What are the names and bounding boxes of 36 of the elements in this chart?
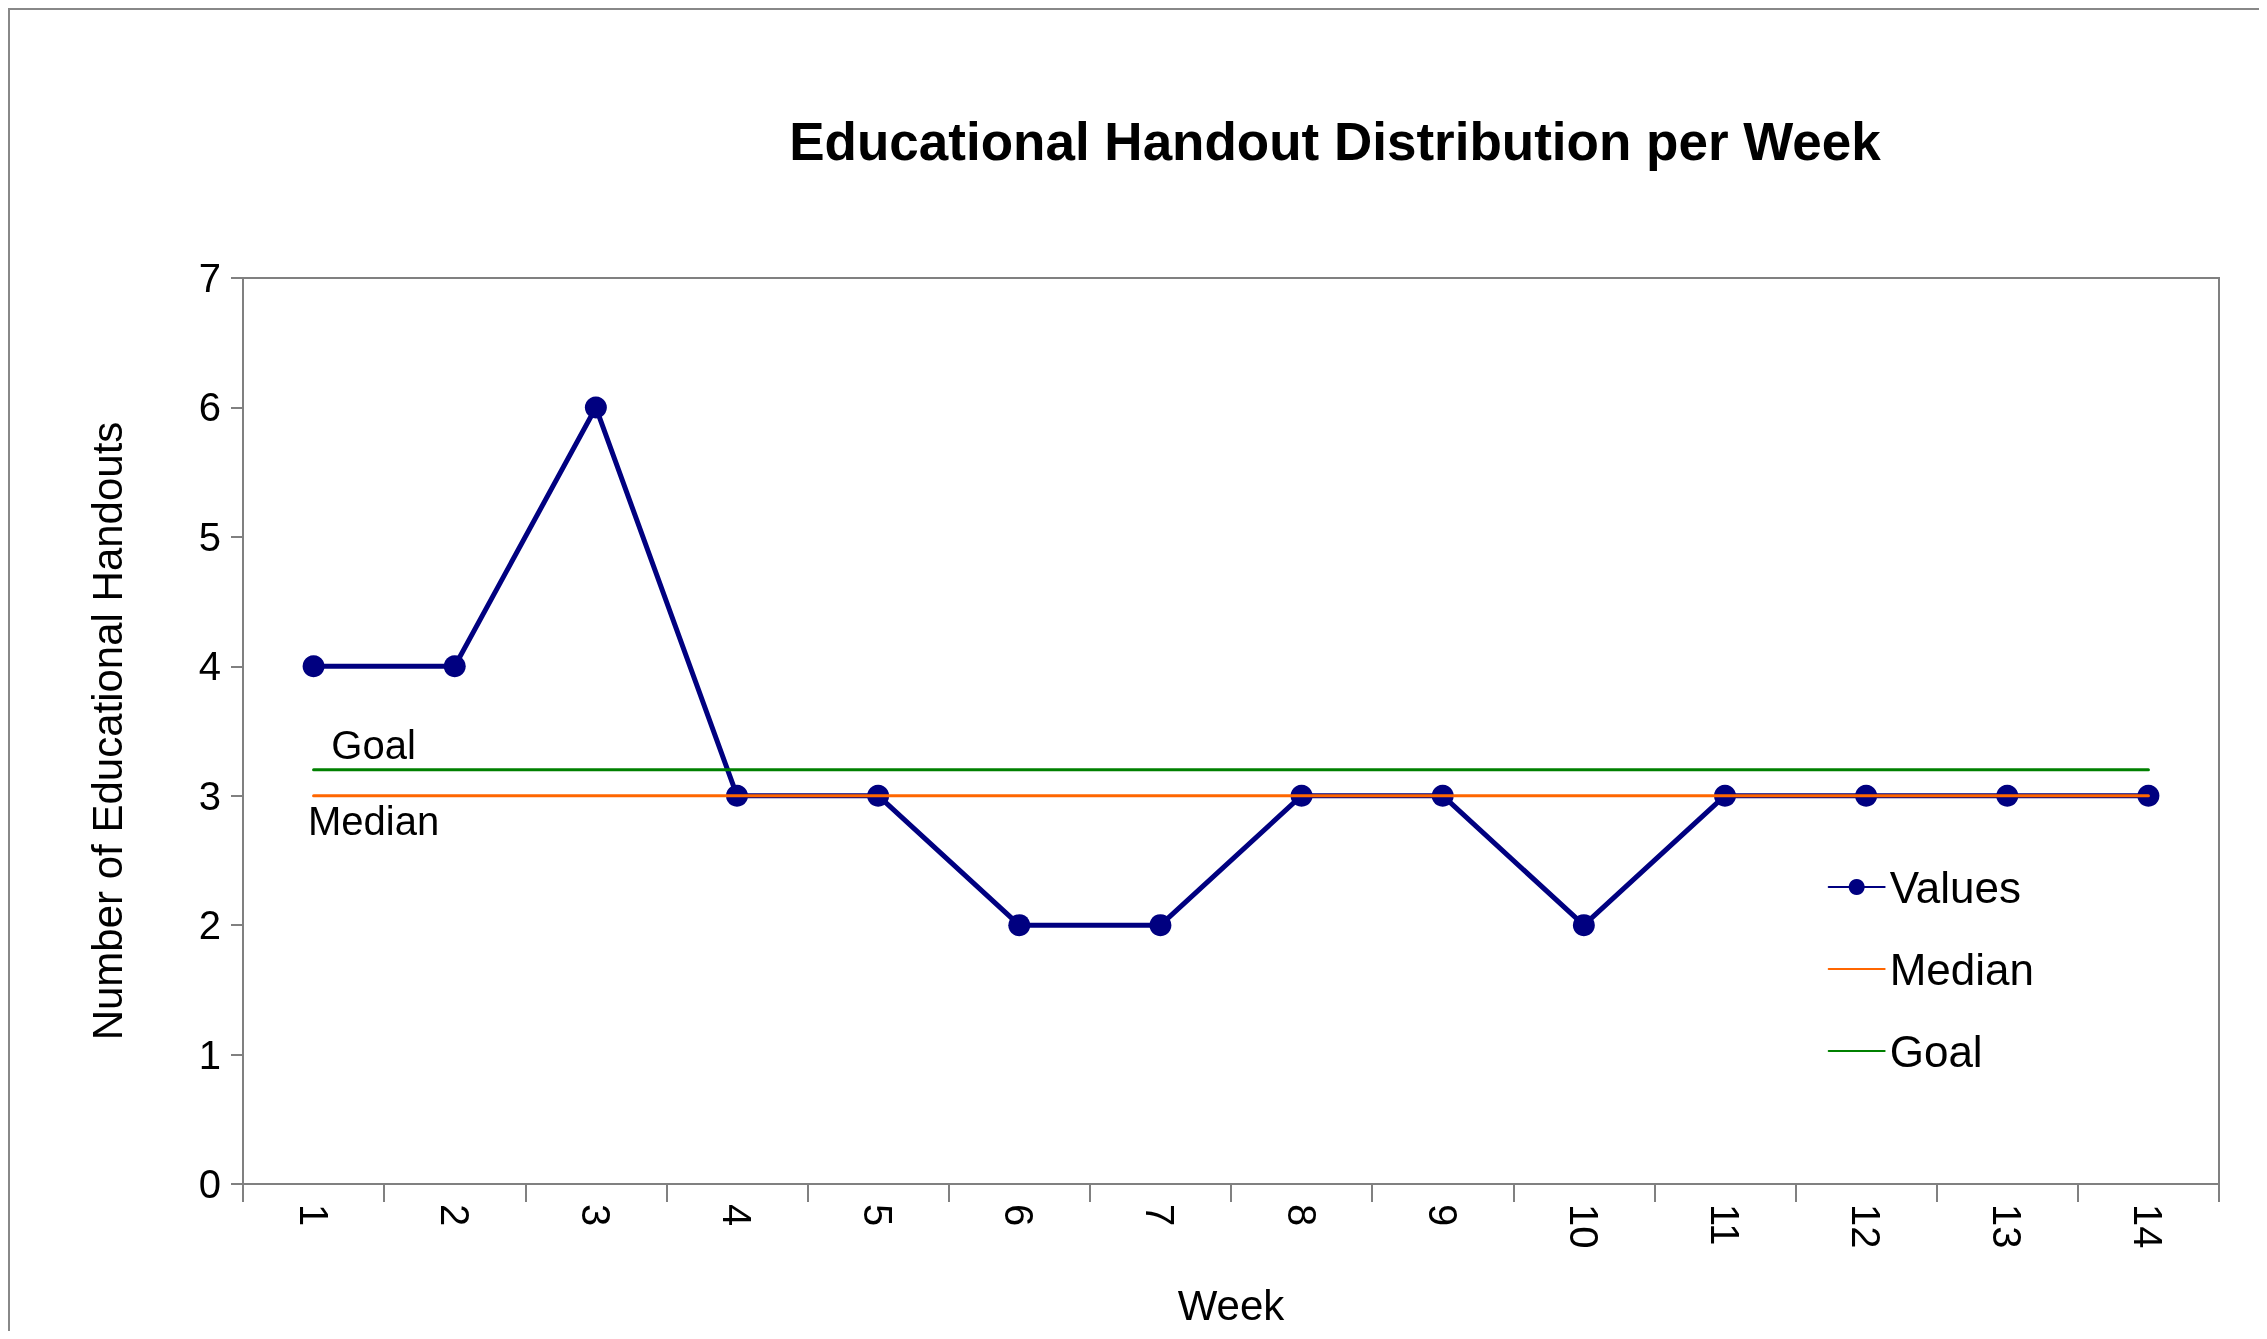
legend-label: Values (1889, 862, 2021, 912)
x-tick-label: 5 (856, 1204, 901, 1227)
point (1572, 914, 1595, 937)
x-tick-label: 4 (715, 1204, 759, 1227)
x-tick-label: 9 (1420, 1204, 1465, 1227)
y-axis-title: Number of Educational Handouts (83, 421, 131, 1041)
y-tick-label: 3 (198, 773, 221, 818)
x-tick-label: 12 (1844, 1204, 1889, 1249)
x-tick-label: 13 (1985, 1204, 2030, 1249)
x-tick-label: 11 (1703, 1204, 1747, 1246)
y-tick-label: 1 (198, 1032, 221, 1077)
point (1149, 914, 1172, 937)
chart-title: Educational Handout Distribution per Week (789, 112, 1882, 171)
point (584, 396, 607, 419)
y-tick-label: 2 (198, 903, 221, 948)
x-tick-label: 6 (997, 1204, 1042, 1227)
text: Median (307, 798, 440, 843)
y-tick-label: 5 (198, 514, 221, 559)
text: Goal (331, 722, 416, 767)
x-tick-label: 14 (2126, 1204, 2171, 1249)
x-tick-label: 10 (1561, 1204, 1606, 1249)
x-tick-label: 1 (291, 1204, 336, 1227)
x-tick-label: 3 (573, 1204, 618, 1227)
x-tick-label: 2 (432, 1204, 477, 1227)
x-axis-title: Week (1177, 1281, 1286, 1329)
point (1008, 914, 1031, 937)
y-tick-label: 4 (198, 644, 221, 689)
x-tick-label: 7 (1138, 1204, 1183, 1227)
x-tick-label: 8 (1279, 1204, 1324, 1227)
y-tick-label: 6 (198, 385, 221, 430)
y-tick-label: 7 (198, 256, 221, 300)
legend-label: Goal (1889, 1026, 1983, 1076)
point (443, 655, 466, 678)
legend-label: Median (1889, 944, 2034, 994)
y-tick-label: 0 (198, 1162, 221, 1206)
point (302, 655, 325, 678)
